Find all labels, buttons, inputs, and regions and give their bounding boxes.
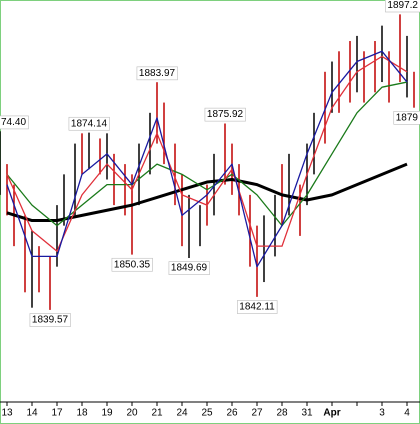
annotation-box [393, 111, 420, 125]
annotation-box [29, 313, 71, 327]
x-tick-label: 20 [126, 408, 138, 419]
x-tick-label: 13 [1, 408, 13, 419]
moving-average [6, 55, 408, 252]
x-tick-label: 28 [276, 408, 288, 419]
price-annotation: 1875.92 [207, 109, 244, 120]
x-tick-label: 3 [379, 408, 385, 419]
annotation-box [385, 0, 420, 13]
moving-average [6, 81, 408, 227]
annotation-box [111, 257, 153, 272]
x-tick-label: 21 [151, 408, 163, 419]
price-annotation: 1850.35 [114, 259, 151, 270]
price-annotation: 1842.11 [239, 302, 275, 313]
moving-average [6, 50, 408, 268]
annotation-box [236, 300, 278, 314]
x-tick-label: 31 [301, 408, 313, 419]
annotation-box [168, 261, 210, 275]
x-tick-label: 27 [251, 408, 263, 419]
x-tick-label: 24 [176, 408, 188, 419]
x-tick-label: 25 [201, 408, 213, 419]
annotation-box [68, 116, 110, 131]
annotation-box [136, 66, 178, 81]
annotation-box [0, 115, 29, 130]
annotation-box [204, 107, 246, 122]
price-annotation: 1839.57 [32, 315, 69, 326]
price-annotation: 1897.2 [387, 0, 418, 11]
price-annotation: 1879 [396, 112, 419, 123]
x-tick-label: 14 [26, 408, 38, 419]
x-tick-label: 18 [76, 408, 88, 419]
moving-average [6, 162, 408, 223]
price-annotation: 74.40 [1, 117, 26, 128]
price-annotation: 1874.14 [71, 118, 108, 129]
price-annotation: 1883.97 [139, 68, 176, 79]
x-tick-label: 4 [404, 408, 410, 419]
x-tick-label: 19 [101, 408, 113, 419]
x-tick-label: 17 [51, 408, 63, 419]
x-tick-label: Apr [323, 408, 340, 419]
price-annotation: 1849.69 [171, 263, 208, 274]
x-tick-label: 26 [226, 408, 238, 419]
